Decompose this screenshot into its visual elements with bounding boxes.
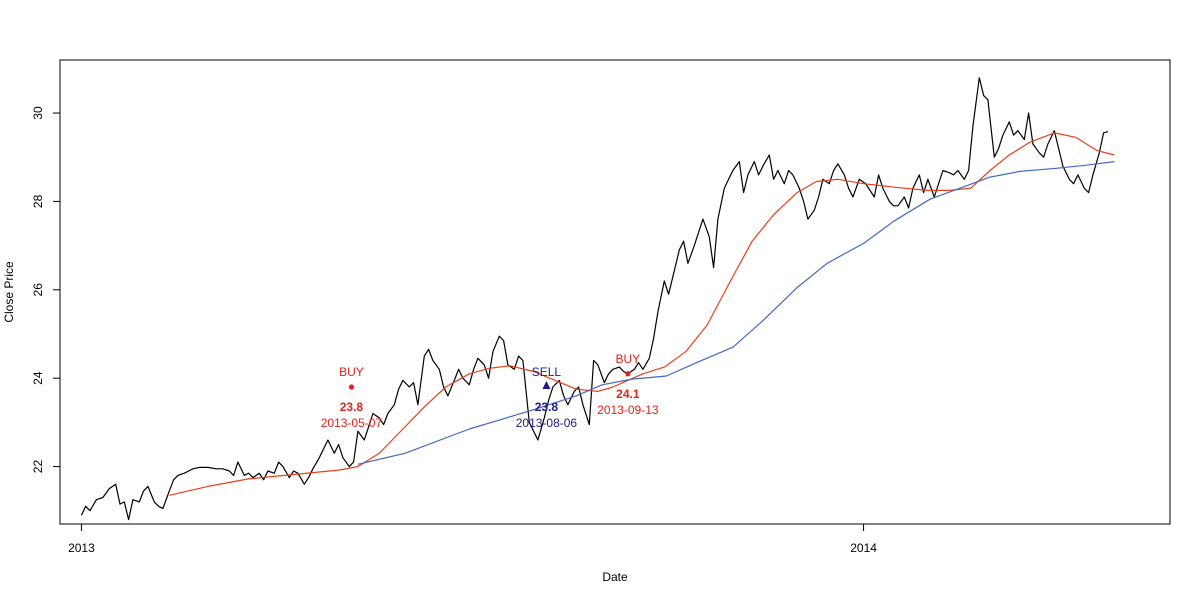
- signal-date-label: 2013-08-06: [516, 416, 578, 430]
- series-line-ma_long: [357, 161, 1115, 465]
- x-tick-label: 2013: [68, 541, 95, 555]
- plot-frame: [59, 59, 1171, 525]
- signal-date-label: 2013-09-13: [597, 403, 659, 417]
- series-line-close: [80, 77, 1109, 521]
- y-axis-label: Close Price: [2, 261, 16, 323]
- y-tick-label: 24: [31, 371, 45, 385]
- y-tick-label: 28: [31, 194, 45, 208]
- x-axis-label: Date: [602, 570, 628, 584]
- y-tick-label: 30: [31, 106, 45, 120]
- signal-price-label: 23.8: [535, 400, 559, 414]
- signal-marker: [348, 384, 355, 390]
- series-layer: [80, 77, 1115, 521]
- signal-price-label: 23.8: [340, 400, 364, 414]
- series-line-ma_short: [169, 132, 1115, 496]
- signal-sell-2013-08-06: SELL 23.8 2013-08-06: [516, 365, 578, 430]
- signal-type-label: BUY: [616, 352, 641, 366]
- signal-buy-2013-09-13: BUY 24.1 2013-09-13: [597, 352, 659, 417]
- signal-marker: [542, 381, 551, 390]
- signal-type-label: BUY: [339, 365, 364, 379]
- signal-date-label: 2013-05-07: [321, 416, 383, 430]
- signal-marker: [625, 371, 631, 377]
- signal-price-label: 24.1: [616, 387, 640, 401]
- annotation-layer: BUY 23.8 2013-05-07 SELL 23.8 2013-08-06 BUY 24…: [321, 352, 659, 430]
- y-tick-label: 26: [31, 283, 45, 297]
- x-tick-label: 2014: [850, 541, 877, 555]
- axes: 2013 2014 22 24 26 28 30: [31, 106, 877, 555]
- y-tick-label: 22: [31, 460, 45, 474]
- signal-buy-2013-05-07: BUY 23.8 2013-05-07: [321, 365, 383, 430]
- signal-type-label: SELL: [532, 365, 562, 379]
